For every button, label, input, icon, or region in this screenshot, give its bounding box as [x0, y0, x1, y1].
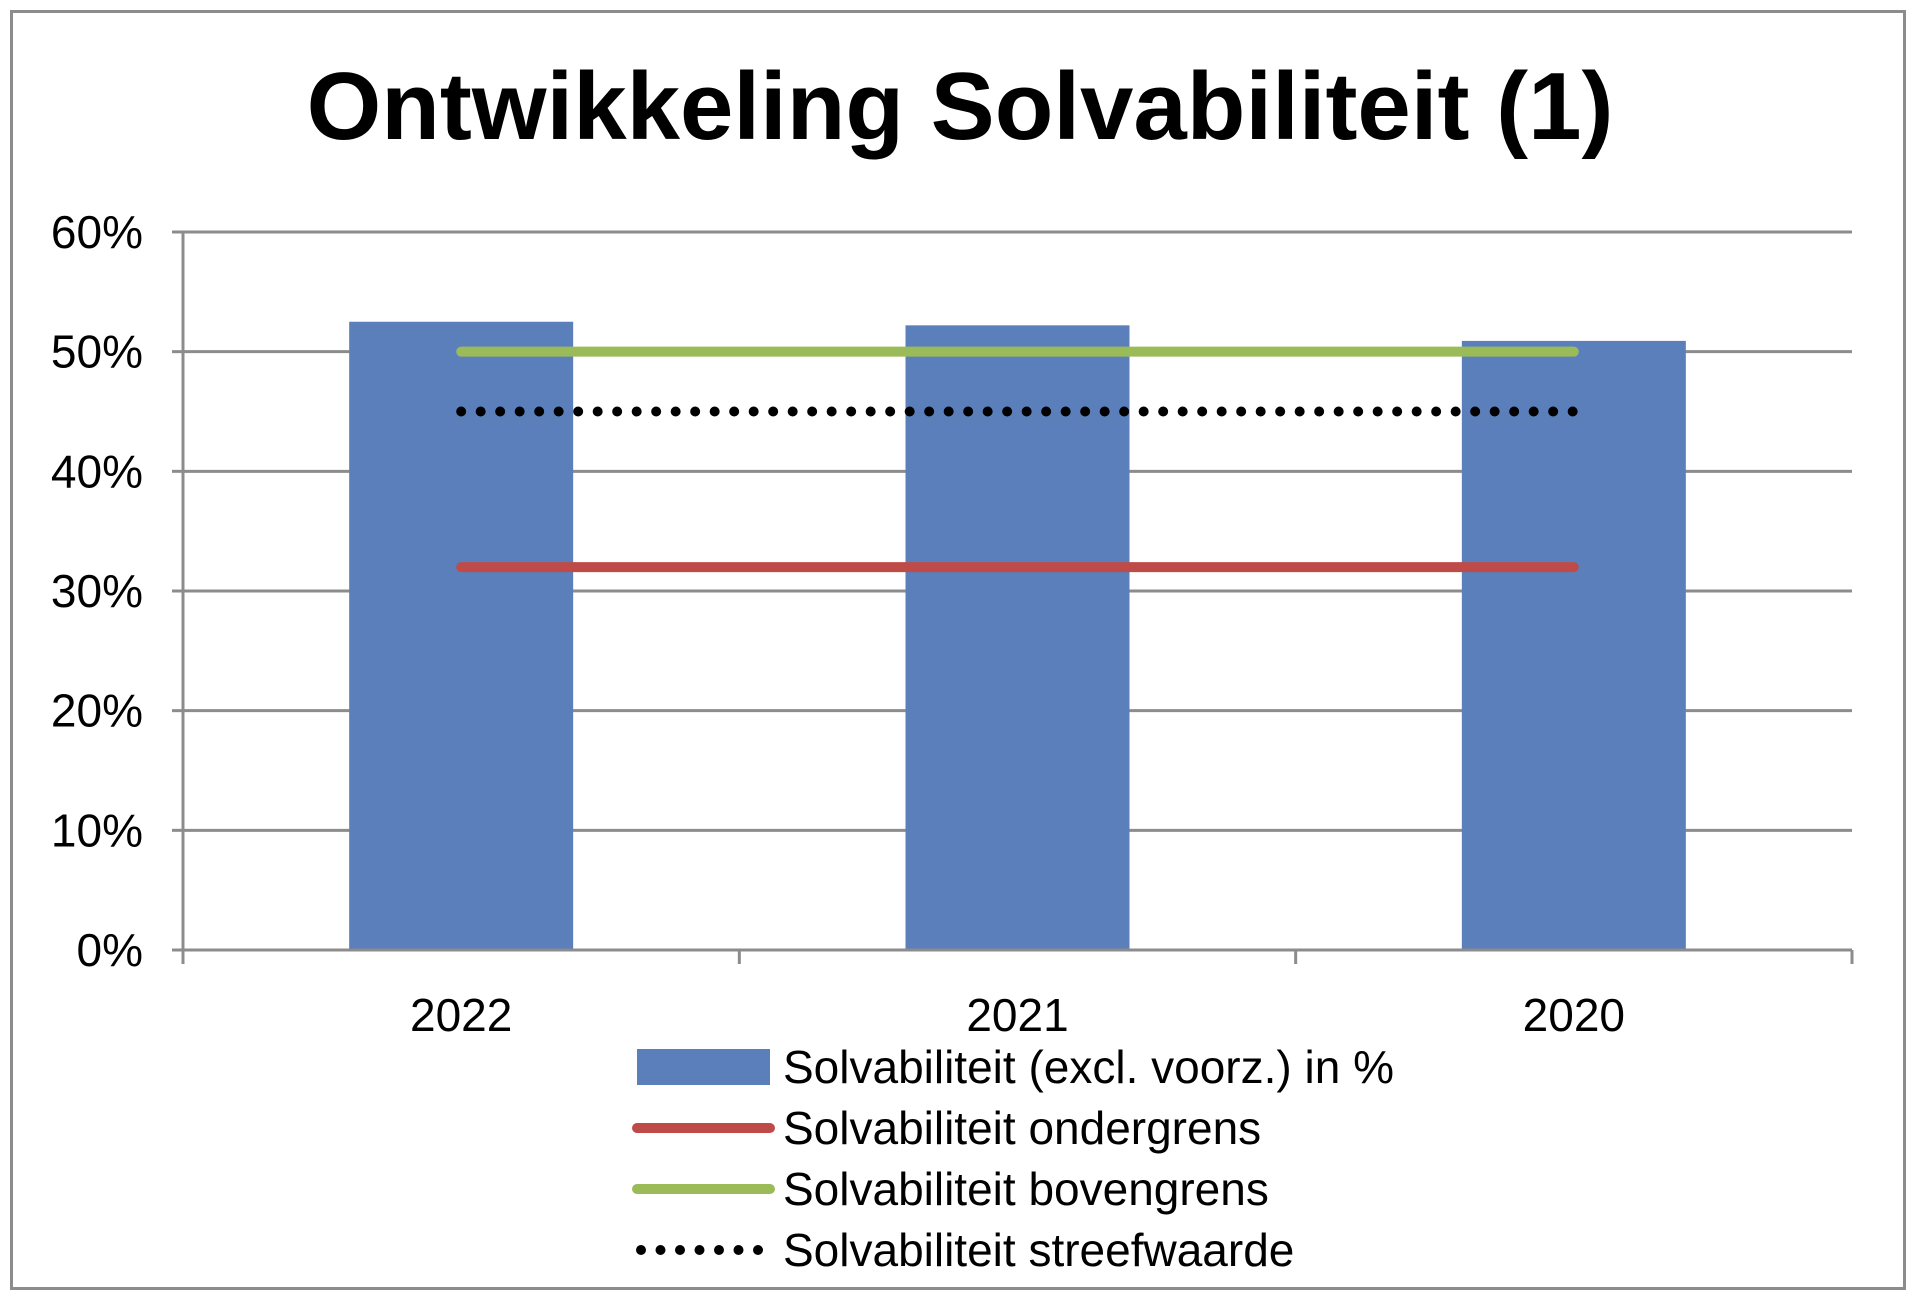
- legend-label: Solvabiliteit (excl. voorz.) in %: [783, 1041, 1394, 1093]
- y-tick-label: 60%: [51, 206, 143, 258]
- bar: [1461, 340, 1686, 950]
- legend-swatch: [637, 1049, 770, 1085]
- y-tick-label: 0%: [77, 924, 143, 976]
- bar: [349, 321, 574, 950]
- x-tick-label: 2021: [966, 989, 1068, 1041]
- bar: [905, 325, 1130, 951]
- y-tick-label: 20%: [51, 685, 143, 737]
- y-tick-label: 40%: [51, 445, 143, 497]
- legend-label: Solvabiliteit ondergrens: [783, 1102, 1261, 1154]
- y-tick-label: 10%: [51, 804, 143, 856]
- x-tick-label: 2022: [410, 989, 512, 1041]
- legend-label: Solvabiliteit streefwaarde: [783, 1224, 1294, 1276]
- x-tick-label: 2020: [1523, 989, 1625, 1041]
- chart-title: Ontwikkeling Solvabiliteit (1): [306, 53, 1614, 160]
- y-tick-label: 50%: [51, 326, 143, 378]
- y-tick-label: 30%: [51, 565, 143, 617]
- legend-label: Solvabiliteit bovengrens: [783, 1163, 1269, 1215]
